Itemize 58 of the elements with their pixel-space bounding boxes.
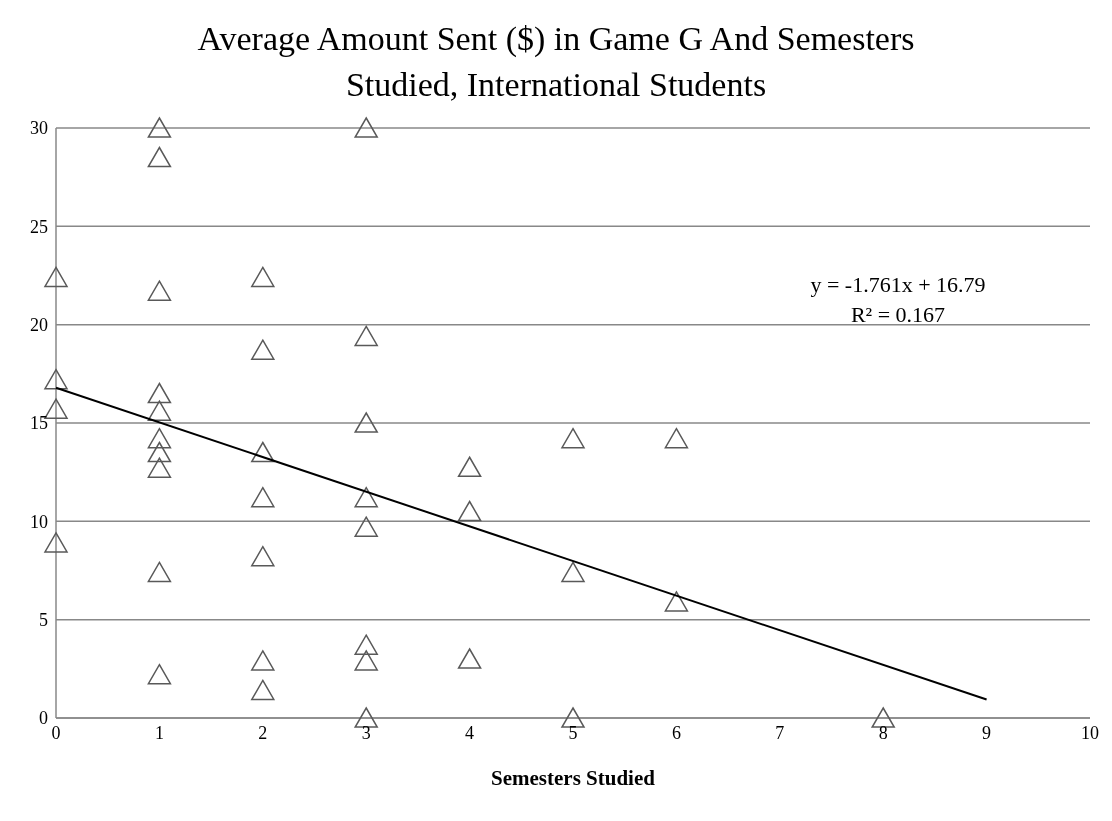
point (561, 561, 585, 583)
x-tick-label: 8 (878, 722, 888, 743)
point (147, 441, 172, 463)
annotation: y = -1.761x + 16.79 (809, 271, 987, 299)
y-tick-label: 5 (39, 610, 48, 631)
x-tick-label: 5 (568, 722, 578, 743)
annotation: R² = 0.167 (849, 301, 947, 329)
point (354, 650, 378, 671)
point (147, 561, 172, 583)
x-tick-label: 1 (154, 722, 164, 743)
x-axis-title: Semesters Studied (491, 765, 656, 790)
point (354, 707, 378, 728)
point (354, 516, 378, 537)
point (871, 707, 895, 728)
x-tick-label: 9 (982, 722, 992, 743)
y-tick-label: 10 (30, 511, 48, 532)
point (251, 441, 275, 463)
x-tick-label: 2 (258, 722, 268, 743)
point (457, 456, 482, 477)
point (561, 707, 585, 728)
point (147, 382, 172, 404)
x-tick-label: 4 (465, 722, 475, 743)
x-tick-label: 10 (1081, 722, 1099, 743)
point (251, 679, 275, 701)
point (251, 650, 275, 671)
chart-title: Average Amount Sent ($) in Game G And Semesters Studied, International Students (196, 19, 916, 105)
point (354, 412, 378, 433)
point (44, 368, 68, 390)
y-tick-label: 0 (39, 708, 48, 729)
point (354, 486, 378, 508)
point (251, 486, 275, 508)
point (147, 663, 172, 685)
point (147, 427, 172, 449)
point (44, 532, 68, 553)
point (354, 634, 378, 655)
y-tick-label: 20 (30, 315, 48, 336)
x-tick-label: 3 (361, 722, 371, 743)
point (457, 500, 482, 522)
point (147, 400, 172, 421)
point (147, 146, 172, 168)
point (354, 325, 378, 347)
point (664, 591, 689, 612)
point (251, 266, 275, 288)
x-tick-label: 6 (671, 722, 681, 743)
x-tick-label: 7 (775, 722, 785, 743)
point (147, 457, 172, 478)
y-tick-label: 15 (30, 413, 48, 434)
y-tick-label: 30 (30, 118, 48, 139)
point (251, 545, 275, 567)
y-tick-label: 25 (30, 216, 48, 237)
point (457, 648, 482, 669)
point (251, 339, 275, 360)
point (147, 117, 172, 138)
point (354, 117, 378, 138)
point (561, 427, 585, 449)
point (664, 427, 689, 449)
point (44, 266, 68, 288)
point (147, 280, 172, 301)
